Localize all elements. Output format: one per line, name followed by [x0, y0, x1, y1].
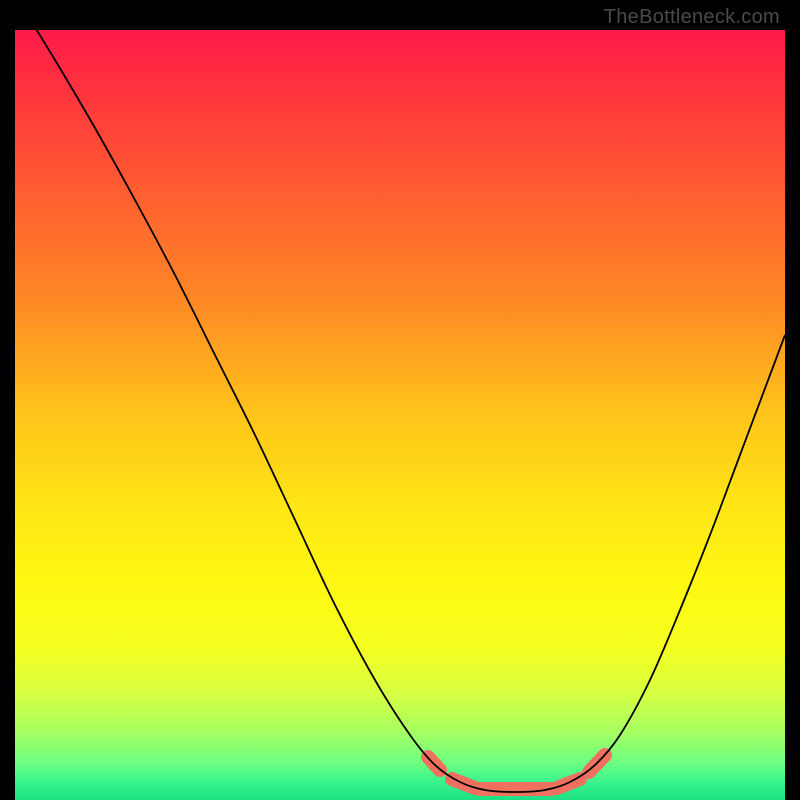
bottleneck-chart [15, 30, 785, 800]
watermark-text: TheBottleneck.com [604, 6, 780, 29]
chart-background [15, 30, 785, 800]
